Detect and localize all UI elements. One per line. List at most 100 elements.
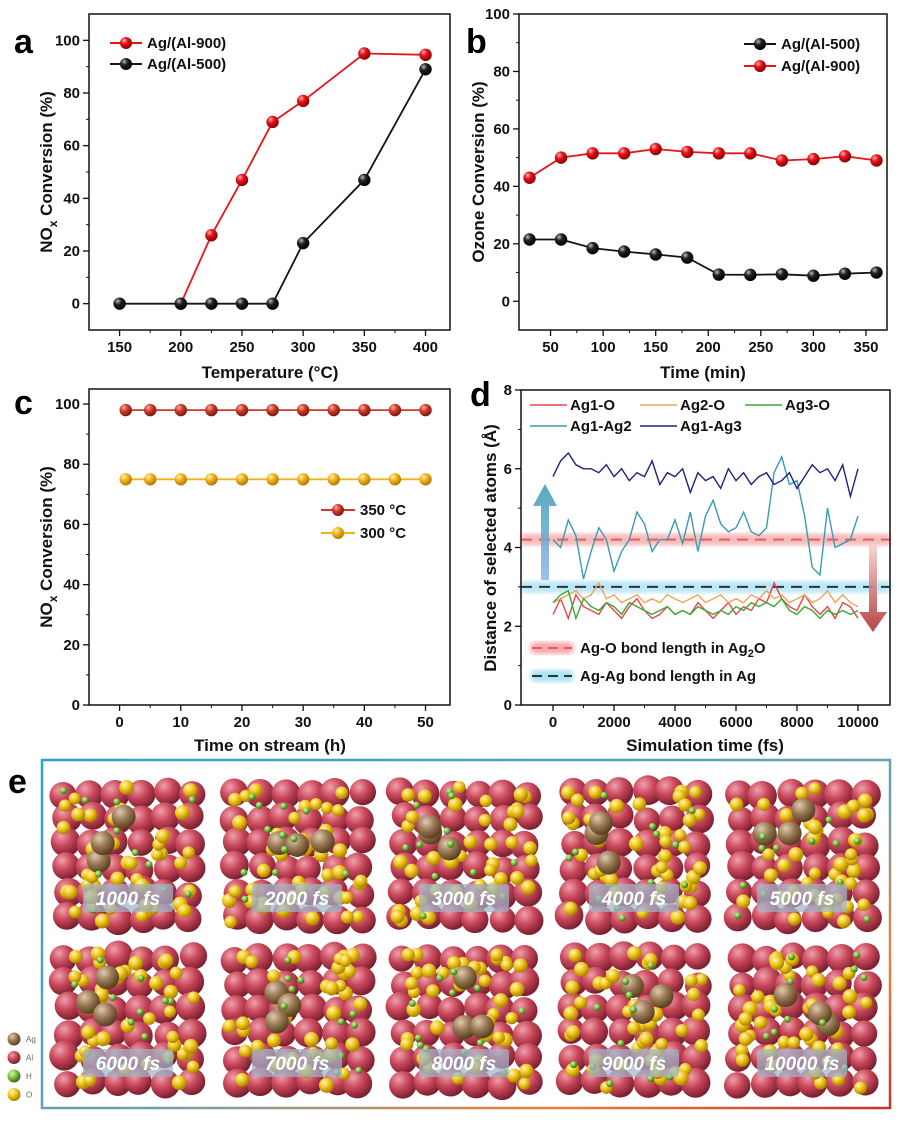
atom-ag <box>630 999 655 1024</box>
panel-label-d: d <box>470 376 491 414</box>
atom-h <box>290 835 298 843</box>
atom-h <box>436 974 444 982</box>
chart-c: 0 10 20 30 40 50 0 20 40 60 80 100 Time on stream (h… <box>37 388 451 755</box>
legend-label: Ag2-O <box>680 397 725 414</box>
atom-o <box>686 987 701 1002</box>
snapshot-3000-fs: 3000 fs <box>385 777 544 936</box>
atom-o <box>525 854 538 867</box>
chart-d: 0 2000 4000 6000 8000 10000 0 2 4 6 8 Simulation ti… <box>481 382 891 755</box>
atom-o <box>345 1037 360 1052</box>
atom-h <box>565 854 573 862</box>
atom-h <box>443 827 451 835</box>
atom-al <box>487 779 518 810</box>
atom-o <box>751 990 765 1004</box>
atom-o <box>478 813 492 827</box>
atom-o <box>326 1005 342 1021</box>
atom-h <box>770 1028 778 1036</box>
atom-o <box>628 836 644 852</box>
atom-h <box>145 860 153 868</box>
atom-o <box>853 1081 867 1095</box>
data-point <box>143 403 157 417</box>
atom-ag <box>90 831 115 856</box>
atom-h <box>81 796 89 804</box>
atom-al <box>514 905 544 936</box>
atom-h <box>248 793 256 801</box>
data-point <box>744 147 757 160</box>
atom-o <box>588 785 603 799</box>
atom-h <box>759 833 767 841</box>
snapshot-label-box <box>757 884 847 912</box>
atom-o <box>694 1039 708 1053</box>
atom-o <box>320 801 334 815</box>
atom-o <box>505 1012 518 1025</box>
atom-h <box>617 1039 625 1047</box>
atom-h <box>739 881 747 889</box>
atom-o <box>163 1005 176 1018</box>
atom-al <box>150 802 180 832</box>
atom-o <box>351 910 365 923</box>
atom-legend-h-icon <box>7 1069 21 1083</box>
legend-label: 300 °C <box>360 525 406 542</box>
atom-o <box>655 860 668 874</box>
atom-o <box>505 835 519 850</box>
x-tick-label: 6000 <box>719 714 752 731</box>
series-line-ag3-o <box>552 589 859 621</box>
atom-o <box>324 981 339 996</box>
atom-h <box>71 980 79 988</box>
snapshot-label-box <box>83 1049 173 1077</box>
atom-h <box>758 844 766 852</box>
atom-al <box>387 878 415 905</box>
atom-o <box>568 948 582 963</box>
atom-o <box>305 911 320 926</box>
data-point <box>266 473 279 486</box>
snapshot-time-label: 7000 fs <box>265 1054 329 1075</box>
atom-h <box>349 1010 357 1018</box>
atom-ag <box>95 965 120 990</box>
atom-o <box>222 1019 237 1033</box>
atom-al <box>293 805 323 836</box>
legend-label: Ag-Ag bond length in Ag <box>580 668 756 685</box>
atom-al <box>222 827 252 856</box>
atom-al <box>584 942 615 973</box>
snapshot-label-box <box>83 884 173 912</box>
legend-label: Ag/(Al-900) <box>147 35 226 52</box>
atom-o <box>655 1037 668 1051</box>
atom-o <box>400 1037 414 1051</box>
legend-label-main: Ag-Ag bond length in Ag <box>580 668 756 685</box>
y-axis-title-rest: Conversion (%) <box>37 466 56 595</box>
y-tick-label: 20 <box>493 236 510 253</box>
atom-o <box>410 966 424 979</box>
atom-o <box>335 786 349 800</box>
atom-o <box>493 993 509 1008</box>
atom-o <box>807 819 823 835</box>
atom-o <box>493 871 508 886</box>
data-point <box>235 473 249 486</box>
atom-o <box>674 828 687 842</box>
legend-label-subscript: 2 <box>748 648 754 660</box>
atom-h <box>280 845 288 853</box>
atom-o <box>183 783 198 798</box>
atom-o <box>235 1072 250 1087</box>
x-tick-label: 200 <box>168 339 193 356</box>
atom-h <box>416 1041 424 1049</box>
x-axis-title: Temperature (°C) <box>202 363 339 382</box>
snapshot-8000-fs: 8000 fs <box>385 944 543 1101</box>
atom-h <box>109 994 117 1002</box>
y-tick-label: 6 <box>504 461 512 478</box>
atom-o <box>187 991 200 1004</box>
atom-al <box>723 1072 751 1099</box>
atom-o <box>519 1063 534 1079</box>
atom-h <box>414 1034 422 1042</box>
data-point <box>419 403 432 417</box>
atom-ag <box>777 821 802 846</box>
legend-label-rest: O <box>754 640 766 657</box>
atom-o <box>177 903 192 918</box>
atom-o <box>562 811 576 825</box>
atom-al <box>514 1043 543 1071</box>
x-tick-label: 200 <box>696 339 721 356</box>
atom-h <box>342 870 350 878</box>
y-tick-label: 20 <box>63 243 80 260</box>
atom-o <box>148 976 164 991</box>
atom-al <box>177 1018 207 1049</box>
